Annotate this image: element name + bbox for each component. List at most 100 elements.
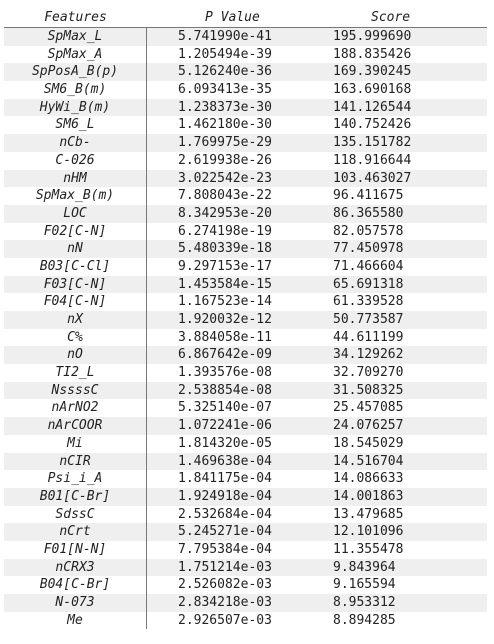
- feature-cell: B03[C-Cl]: [4, 257, 147, 276]
- table-row: SpMax_B(m) 7.808043e-22 96.411675: [4, 187, 487, 205]
- feature-cell: N-073: [4, 594, 147, 612]
- p-value-cell: 1.072241e-06: [178, 418, 272, 434]
- score-cell: 118.916644: [333, 152, 412, 168]
- score-cell: 24.076257: [333, 418, 404, 434]
- p-value-cell: 5.480339e-18: [178, 241, 272, 257]
- score-cell: 14.001863: [333, 488, 404, 504]
- feature-cell: B01[C-Br]: [4, 487, 147, 506]
- p-value-cell: 2.538854e-08: [178, 382, 272, 398]
- table-row: SM6_L 1.462180e-30 140.752426: [4, 116, 487, 135]
- p-value-cell: 1.920032e-12: [178, 312, 272, 327]
- table-row: C% 3.884058e-11 44.611199: [4, 328, 487, 347]
- p-value-cell: 1.769975e-29: [178, 135, 272, 151]
- feature-cell: C%: [4, 328, 147, 347]
- header-score: Score: [371, 10, 411, 25]
- p-value-cell: 1.814320e-05: [178, 435, 272, 451]
- p-value-cell: 6.867642e-09: [178, 347, 272, 363]
- p-value-cell: 1.462180e-30: [178, 117, 272, 133]
- feature-cell: nCb-: [4, 134, 147, 152]
- table-row: Mi 1.814320e-05 18.545029: [4, 434, 487, 453]
- table-row: SpMax_L 5.741990e-41 195.999690: [4, 28, 487, 46]
- feature-cell: nArCOOR: [4, 417, 147, 435]
- score-cell: 50.773587: [333, 312, 404, 327]
- table-body: SpMax_L 5.741990e-41 195.999690 SpMax_A 1.20…: [4, 28, 487, 630]
- score-cell: 135.151782: [333, 135, 412, 151]
- p-value-cell: 1.238373e-30: [178, 99, 272, 115]
- p-value-cell: 6.093413e-35: [178, 82, 272, 98]
- p-value-cell: 2.619938e-26: [178, 152, 272, 168]
- score-cell: 14.086633: [333, 471, 404, 487]
- score-cell: 77.450978: [333, 241, 404, 257]
- table-row: N-073 2.834218e-03 8.953312: [4, 594, 487, 612]
- feature-cell: F04[C-N]: [4, 293, 147, 311]
- score-cell: 188.835426: [333, 46, 412, 62]
- feature-cell: SpPosA_B(p): [4, 63, 147, 82]
- table-row: nO 6.867642e-09 34.129262: [4, 346, 487, 365]
- table-row: LOC 8.342953e-20 86.365580: [4, 204, 487, 223]
- table-header: Features P Value Score: [4, 8, 487, 28]
- score-cell: 141.126544: [333, 99, 412, 115]
- feature-cell: F02[C-N]: [4, 222, 147, 241]
- table-row: nX 1.920032e-12 50.773587: [4, 311, 487, 329]
- table-row: SpPosA_B(p) 5.126240e-36 169.390245: [4, 63, 487, 82]
- table-row: SM6_B(m) 6.093413e-35 163.690168: [4, 81, 487, 99]
- table-row: F02[C-N] 6.274198e-19 82.057578: [4, 222, 487, 241]
- table-row: nN 5.480339e-18 77.450978: [4, 240, 487, 258]
- score-cell: 44.611199: [333, 329, 404, 345]
- score-cell: 13.479685: [333, 506, 404, 522]
- table-row: TI2_L 1.393576e-08 32.709270: [4, 364, 487, 382]
- p-value-cell: 2.926507e-03: [178, 612, 272, 628]
- feature-cell: LOC: [4, 204, 147, 223]
- score-cell: 103.463027: [333, 170, 412, 186]
- p-value-cell: 1.841175e-04: [178, 471, 272, 487]
- table-row: nCrt 5.245271e-04 12.101096: [4, 523, 487, 541]
- p-value-cell: 5.126240e-36: [178, 64, 272, 80]
- feature-cell: nO: [4, 346, 147, 365]
- score-cell: 9.165594: [333, 577, 396, 593]
- feature-cell: SM6_B(m): [4, 81, 147, 99]
- table-row: nHM 3.022542e-23 103.463027: [4, 169, 487, 188]
- score-cell: 82.057578: [333, 223, 404, 239]
- feature-cell: Psi_i_A: [4, 470, 147, 488]
- score-cell: 31.508325: [333, 382, 404, 398]
- score-cell: 34.129262: [333, 347, 404, 363]
- table-row: Psi_i_A 1.841175e-04 14.086633: [4, 470, 487, 488]
- feature-cell: SpMax_L: [4, 28, 147, 46]
- feature-cell: F03[C-N]: [4, 275, 147, 294]
- p-value-cell: 1.393576e-08: [178, 365, 272, 381]
- table-row: F01[N-N] 7.795384e-04 11.355478: [4, 540, 487, 559]
- p-value-cell: 5.245271e-04: [178, 524, 272, 540]
- table-row: B03[C-Cl] 9.297153e-17 71.466604: [4, 257, 487, 276]
- feature-cell: HyWi_B(m): [4, 98, 147, 117]
- p-value-cell: 8.342953e-20: [178, 205, 272, 221]
- feature-cell: SM6_L: [4, 116, 147, 135]
- table-row: nArCOOR 1.072241e-06 24.076257: [4, 417, 487, 435]
- feature-cell: TI2_L: [4, 364, 147, 382]
- feature-cell: Mi: [4, 434, 147, 453]
- p-value-cell: 1.751214e-03: [178, 559, 272, 575]
- feature-cell: nArNO2: [4, 399, 147, 418]
- p-value-cell: 1.205494e-39: [178, 46, 272, 62]
- score-cell: 25.457085: [333, 400, 404, 416]
- table-row: F03[C-N] 1.453584e-15 65.691318: [4, 275, 487, 294]
- table-row: Me 2.926507e-03 8.894285: [4, 611, 487, 630]
- feature-cell: C-026: [4, 151, 147, 170]
- p-value-cell: 3.884058e-11: [178, 329, 272, 345]
- p-value-cell: 2.526082e-03: [178, 577, 272, 593]
- feature-cell: SpMax_A: [4, 45, 147, 64]
- table-row: SpMax_A 1.205494e-39 188.835426: [4, 45, 487, 64]
- table-row: nCRX3 1.751214e-03 9.843964: [4, 558, 487, 577]
- feature-cell: nCIR: [4, 452, 147, 471]
- feature-cell: SpMax_B(m): [4, 187, 147, 205]
- feature-cell: nN: [4, 240, 147, 258]
- score-cell: 18.545029: [333, 435, 404, 451]
- p-value-cell: 1.924918e-04: [178, 488, 272, 504]
- p-value-cell: 1.167523e-14: [178, 294, 272, 310]
- p-value-cell: 3.022542e-23: [178, 170, 272, 186]
- score-cell: 8.894285: [333, 612, 396, 628]
- table-row: B04[C-Br] 2.526082e-03 9.165594: [4, 576, 487, 594]
- score-cell: 11.355478: [333, 541, 404, 557]
- feature-score-table: Features P Value Score SpMax_L 5.741990e-…: [4, 8, 487, 630]
- p-value-cell: 2.532684e-04: [178, 506, 272, 522]
- feature-cell: NssssC: [4, 381, 147, 400]
